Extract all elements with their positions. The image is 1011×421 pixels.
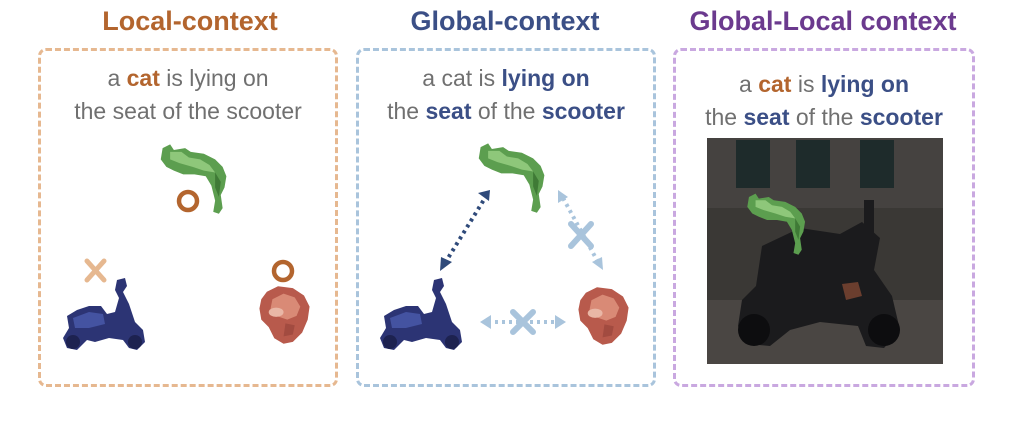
- cross-mark-icon: [84, 258, 107, 283]
- highlight-cat: cat: [758, 71, 792, 97]
- highlight-seat: seat: [743, 104, 790, 130]
- global-scooter-icon: [380, 278, 462, 350]
- highlight-cat: cat: [126, 65, 160, 91]
- local-scooter-icon: [63, 278, 145, 350]
- cross-icon: [510, 309, 536, 335]
- caption-local-line2: the seat of the scooter: [74, 98, 302, 124]
- caption-global: a cat is lying on the seat of the scoote…: [358, 62, 654, 128]
- local-dog-icon: [259, 286, 310, 344]
- panel-local-context: [38, 48, 338, 387]
- caption-local: a cat is lying on the seat of the scoote…: [40, 62, 336, 128]
- caption-global-line1: a cat is lying on: [422, 65, 590, 91]
- caption-local-line1: a cat is lying on: [107, 65, 269, 91]
- photo-icon: [707, 138, 943, 364]
- highlight-seat: seat: [425, 98, 472, 124]
- panel-global-context: [356, 48, 656, 387]
- highlight-lying-on: lying on: [820, 71, 909, 97]
- highlight-scooter: scooter: [859, 104, 943, 130]
- global-dog-icon: [578, 287, 629, 345]
- bidirectional-arrow-icon: [440, 190, 490, 271]
- local-cat-icon: [160, 144, 227, 214]
- heading-local-context: Local-context: [102, 6, 278, 36]
- highlight-scooter: scooter: [541, 98, 625, 124]
- circle-mark-icon: [271, 259, 295, 283]
- highlight-lying-on: lying on: [501, 65, 590, 91]
- heading-global-local-context: Global-Local context: [689, 6, 957, 36]
- circle-mark-icon: [176, 189, 200, 213]
- caption-globallocal-line1: a cat is lying on: [739, 71, 909, 97]
- heading-global-context: Global-context: [410, 6, 600, 36]
- caption-global-local: a cat is lying on the seat of the scoote…: [676, 68, 972, 134]
- panel-global-local-context: [673, 48, 975, 387]
- caption-globallocal-line2: the seat of the scooter: [705, 104, 943, 130]
- cross-icon: [568, 221, 594, 249]
- global-cat-icon: [478, 143, 545, 213]
- caption-global-line2: the seat of the scooter: [387, 98, 625, 124]
